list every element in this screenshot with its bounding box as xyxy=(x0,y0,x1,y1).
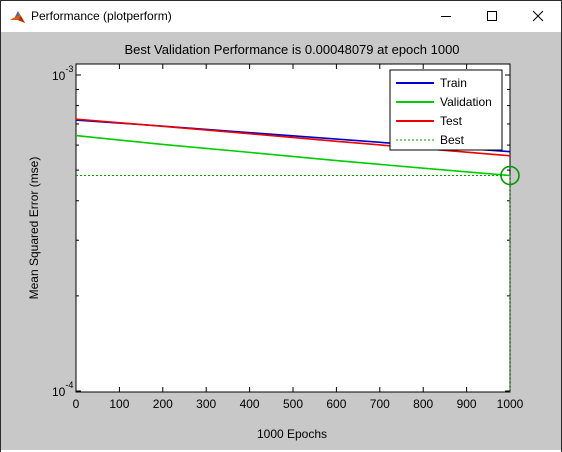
close-icon xyxy=(532,10,544,22)
close-button[interactable] xyxy=(515,1,561,31)
legend[interactable]: Train Validation Test Best xyxy=(389,69,503,151)
best-point-marker xyxy=(500,165,520,186)
matlab-icon xyxy=(10,11,25,23)
x-tick-label: 600 xyxy=(326,397,346,411)
x-tick-label: 200 xyxy=(153,397,173,411)
x-tick-label: 900 xyxy=(457,397,477,411)
minimize-button[interactable] xyxy=(423,1,469,31)
legend-label-best: Best xyxy=(440,133,465,147)
legend-label-test: Test xyxy=(440,114,463,128)
performance-chart: Best Validation Performance is 0.0004807… xyxy=(27,42,524,441)
legend-label-validation: Validation xyxy=(440,95,492,109)
y-tick-exponent: -3 xyxy=(65,64,73,74)
y-tick-label: 10-4 xyxy=(52,380,73,399)
x-tick-label: 1000 xyxy=(497,397,524,411)
maximize-button[interactable] xyxy=(469,1,515,31)
x-tick-label: 0 xyxy=(73,397,80,411)
y-tick-base: 10 xyxy=(52,69,66,83)
chart-title: Best Validation Performance is 0.0004807… xyxy=(124,42,459,57)
y-tick-label: 10-3 xyxy=(52,64,73,83)
y-axis-label: Mean Squared Error (mse) xyxy=(27,157,41,300)
x-tick-label: 500 xyxy=(283,397,303,411)
figure-area: Best Validation Performance is 0.0004807… xyxy=(1,32,561,452)
x-axis-label: 1000 Epochs xyxy=(257,427,327,441)
x-tick-label: 700 xyxy=(370,397,390,411)
series-line-validation xyxy=(75,134,511,177)
y-tick-base: 10 xyxy=(52,385,66,399)
x-tick-label: 300 xyxy=(196,397,216,411)
legend-label-train: Train xyxy=(440,76,467,90)
minimize-icon xyxy=(441,16,451,17)
maximize-icon xyxy=(487,11,497,21)
x-tick-label: 400 xyxy=(240,397,260,411)
x-tick-label: 100 xyxy=(109,397,129,411)
x-tick-label: 800 xyxy=(413,397,433,411)
y-tick-exponent: -4 xyxy=(65,380,73,390)
title-bar[interactable]: Performance (plotperform) xyxy=(1,1,561,32)
window-title: Performance (plotperform) xyxy=(31,9,172,23)
window-bottom-edge xyxy=(1,450,561,452)
